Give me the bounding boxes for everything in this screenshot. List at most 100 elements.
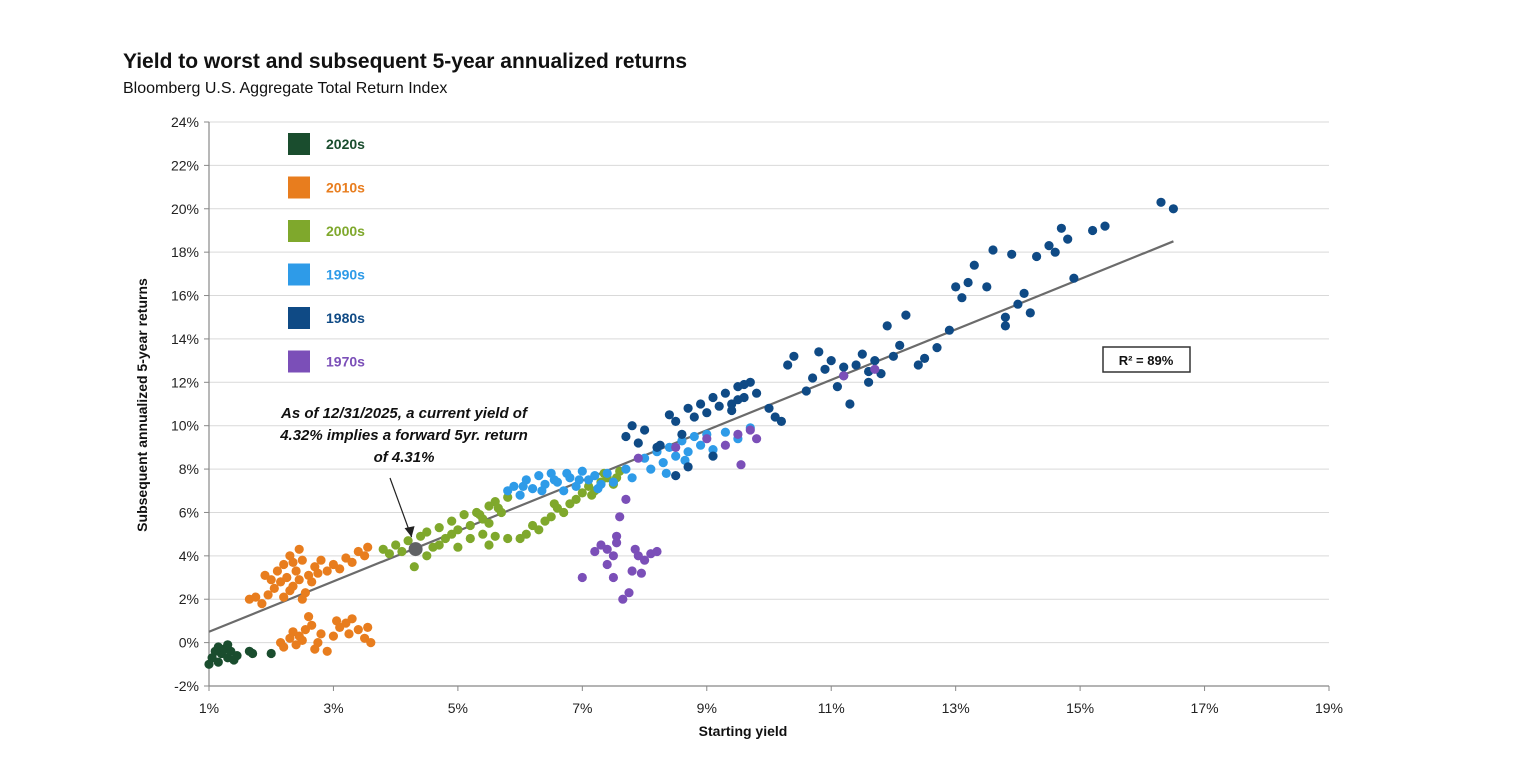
data-point: [602, 468, 612, 478]
data-point: [661, 468, 671, 478]
data-point: [621, 431, 631, 442]
data-point: [493, 503, 503, 513]
data-point: [577, 466, 587, 476]
data-point: [294, 544, 304, 554]
data-point: [465, 533, 475, 544]
y-tick-label: 24%: [171, 114, 199, 130]
data-point: [391, 540, 401, 550]
y-tick-label: 16%: [171, 288, 199, 304]
data-point: [422, 551, 432, 561]
data-point: [447, 516, 457, 526]
data-point: [263, 590, 273, 600]
data-point: [291, 566, 301, 576]
data-point: [366, 638, 376, 648]
data-point: [577, 572, 587, 583]
data-point: [664, 410, 675, 420]
data-point: [272, 566, 282, 576]
legend-label: 2000s: [326, 223, 365, 239]
data-point: [1007, 249, 1017, 259]
data-point: [269, 583, 279, 594]
y-tick-label: 8%: [179, 461, 199, 477]
data-point: [671, 416, 681, 426]
data-point: [696, 440, 706, 450]
series-1970s: [577, 364, 880, 604]
data-point: [839, 371, 849, 381]
data-point: [727, 405, 737, 416]
data-point: [618, 594, 628, 604]
data-point: [353, 625, 363, 635]
legend-swatch: [288, 133, 310, 155]
data-point: [627, 566, 637, 576]
y-tick-label: 12%: [171, 374, 199, 390]
data-point: [845, 399, 855, 409]
data-point: [562, 468, 572, 478]
data-point: [577, 488, 587, 498]
series-1980s: [621, 197, 1178, 481]
data-point: [266, 648, 276, 659]
data-point: [901, 310, 911, 320]
data-point: [1088, 225, 1098, 236]
x-tick-label: 15%: [1066, 700, 1094, 716]
series-current: [408, 542, 423, 557]
data-point: [633, 453, 643, 463]
gridlines: [209, 121, 1329, 687]
data-point: [702, 434, 712, 444]
data-point: [612, 531, 622, 541]
data-point: [528, 484, 538, 494]
data-point: [484, 540, 494, 550]
data-point: [484, 518, 494, 528]
data-point: [559, 507, 569, 518]
data-point: [297, 635, 307, 646]
data-point: [646, 464, 656, 474]
legend-swatch: [288, 307, 310, 329]
x-tick-label: 7%: [572, 700, 592, 716]
data-point: [882, 321, 892, 331]
legend-label: 2020s: [326, 136, 365, 152]
data-point: [655, 440, 665, 450]
data-point: [739, 379, 749, 390]
data-point: [969, 260, 979, 270]
data-point: [957, 293, 967, 303]
x-tick-label: 1%: [199, 700, 219, 716]
annotation-arrow: [389, 477, 413, 538]
y-tick-label: 10%: [171, 418, 199, 434]
data-point: [409, 562, 419, 572]
data-point: [1100, 221, 1110, 231]
data-point: [1063, 234, 1073, 244]
data-point: [615, 512, 625, 522]
legend-label: 1990s: [326, 267, 365, 283]
x-axis-label: Starting yield: [699, 723, 788, 739]
data-point: [671, 471, 681, 481]
legend-swatch: [288, 350, 310, 373]
data-point: [257, 599, 267, 609]
data-point: [297, 594, 307, 604]
chart-title: Yield to worst and subsequent 5-year ann…: [123, 50, 688, 73]
data-point: [1019, 288, 1029, 298]
data-point: [453, 542, 463, 552]
x-tick-label: 19%: [1315, 700, 1343, 716]
data-point: [590, 471, 600, 481]
data-point: [944, 325, 955, 335]
data-point: [534, 471, 544, 481]
data-point: [1168, 204, 1178, 214]
data-point: [549, 499, 559, 509]
r-squared-label: R² = 89%: [1119, 353, 1174, 368]
data-point: [313, 568, 323, 578]
x-tick-label: 17%: [1191, 700, 1219, 716]
data-point: [304, 612, 314, 622]
data-point: [839, 362, 849, 372]
data-points: [204, 197, 1178, 669]
data-point: [870, 364, 880, 374]
data-point: [640, 453, 650, 463]
data-point: [521, 529, 531, 539]
data-point: [808, 373, 818, 383]
data-point: [335, 564, 345, 574]
legend: 2020s 2010s 2000s 1990s 1980s 1970s: [288, 133, 365, 373]
data-point: [608, 477, 619, 487]
y-tick-label: 2%: [179, 591, 199, 607]
data-point: [689, 412, 699, 422]
data-point: [633, 438, 643, 448]
data-point: [683, 462, 693, 472]
data-point: [888, 351, 899, 361]
data-point: [801, 386, 811, 396]
